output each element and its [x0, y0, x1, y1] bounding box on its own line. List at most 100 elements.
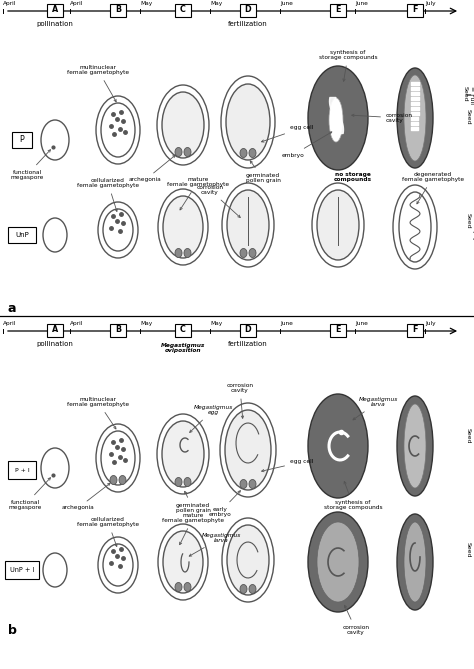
Bar [47, 324, 63, 337]
Text: mature
female gametophyte: mature female gametophyte [162, 512, 224, 545]
Text: pollination: pollination [36, 21, 73, 27]
Bar [240, 4, 256, 17]
Ellipse shape [226, 84, 270, 160]
Text: mature
female gametophyte: mature female gametophyte [167, 177, 229, 210]
Text: fertilization: fertilization [228, 21, 268, 27]
Bar [407, 324, 423, 337]
Ellipse shape [404, 75, 426, 161]
Text: cellularized
female gametophyte: cellularized female gametophyte [77, 516, 139, 547]
Ellipse shape [162, 421, 204, 487]
Text: A: A [52, 5, 58, 15]
Bar [330, 4, 346, 17]
Text: fertilization: fertilization [228, 341, 268, 347]
Text: egg cell: egg cell [262, 460, 313, 472]
Text: April: April [70, 321, 83, 326]
Text: archegonia: archegonia [128, 155, 175, 183]
Ellipse shape [240, 248, 247, 258]
Text: embryo: embryo [282, 132, 332, 157]
Text: D: D [245, 326, 251, 334]
Text: C: C [180, 326, 186, 334]
Bar [407, 4, 423, 17]
Bar [175, 4, 191, 17]
Text: B: B [115, 5, 121, 15]
Ellipse shape [41, 448, 69, 488]
Ellipse shape [184, 147, 191, 157]
Text: no storage
compounds: no storage compounds [334, 172, 372, 183]
Text: Megastigmus
egg: Megastigmus egg [190, 405, 233, 432]
Text: UnP: UnP [15, 232, 29, 238]
Ellipse shape [103, 209, 133, 251]
Text: D: D [245, 5, 251, 15]
Ellipse shape [308, 66, 368, 170]
Text: April: April [70, 1, 83, 6]
Text: = Parasitized
Seed: = Parasitized Seed [466, 427, 474, 468]
Ellipse shape [397, 396, 433, 496]
Text: functional
megaspore: functional megaspore [9, 478, 50, 510]
Text: cellularized
female gametophyte: cellularized female gametophyte [77, 177, 139, 211]
Text: June: June [280, 1, 293, 6]
Text: April: April [3, 1, 17, 6]
Text: June: June [355, 321, 368, 326]
Text: = Full Seed: = Full Seed [466, 92, 474, 98]
Ellipse shape [175, 478, 182, 486]
Text: Megastigmus
oviposition: Megastigmus oviposition [161, 343, 205, 353]
Ellipse shape [404, 404, 426, 488]
Ellipse shape [184, 478, 191, 486]
Text: July: July [425, 1, 436, 6]
Ellipse shape [220, 403, 276, 497]
Ellipse shape [158, 524, 208, 600]
Text: degenerated
female gametophyte: degenerated female gametophyte [402, 172, 464, 204]
Ellipse shape [158, 189, 208, 265]
Ellipse shape [227, 190, 269, 260]
Ellipse shape [222, 518, 274, 602]
Ellipse shape [163, 196, 203, 258]
Ellipse shape [157, 414, 209, 494]
Text: UnP + I: UnP + I [10, 567, 34, 573]
Bar [110, 324, 126, 337]
Text: corrosion
cavity: corrosion cavity [227, 383, 254, 418]
Text: May: May [210, 321, 222, 326]
Ellipse shape [317, 522, 359, 602]
Text: June: June [355, 1, 368, 6]
Text: P + I: P + I [15, 468, 29, 472]
Text: multinuclear
female gametophyte: multinuclear female gametophyte [67, 65, 129, 102]
Text: E: E [335, 5, 341, 15]
Ellipse shape [249, 248, 256, 258]
Text: corrosion
cavity: corrosion cavity [197, 185, 240, 217]
Text: archegonia: archegonia [62, 483, 110, 510]
Ellipse shape [240, 480, 247, 488]
Text: May: May [140, 1, 152, 6]
Text: b: b [8, 624, 17, 636]
Ellipse shape [175, 583, 182, 591]
Ellipse shape [43, 218, 67, 252]
Bar [8, 461, 36, 479]
Text: Megastigmus
larva: Megastigmus larva [189, 533, 241, 556]
Text: = Full
Seed: = Full Seed [463, 86, 474, 104]
Ellipse shape [96, 96, 140, 164]
Ellipse shape [184, 583, 191, 591]
Ellipse shape [249, 149, 256, 157]
Ellipse shape [184, 248, 191, 258]
Text: functional
megaspore: functional megaspore [10, 150, 50, 181]
Text: = Empty
Seed: = Empty Seed [466, 213, 474, 241]
Ellipse shape [308, 512, 368, 612]
Text: germinated
pollen grain: germinated pollen grain [175, 491, 210, 513]
Ellipse shape [101, 103, 135, 157]
Ellipse shape [110, 476, 117, 484]
Ellipse shape [227, 525, 269, 595]
Bar [330, 324, 346, 337]
Ellipse shape [249, 480, 256, 488]
Text: synthesis of
storage compounds: synthesis of storage compounds [324, 482, 383, 510]
Bar [8, 227, 36, 243]
Text: = Parasitized
Seed: = Parasitized Seed [466, 542, 474, 583]
Ellipse shape [249, 585, 256, 593]
Ellipse shape [175, 147, 182, 157]
Text: May: May [140, 321, 152, 326]
Text: E: E [335, 326, 341, 334]
Text: corrosion
cavity: corrosion cavity [343, 605, 370, 636]
Text: pollination: pollination [36, 341, 73, 347]
Text: synthesis of
storage compounds: synthesis of storage compounds [319, 50, 377, 82]
Text: egg cell: egg cell [262, 126, 313, 142]
Text: multinuclear
female gametophyte: multinuclear female gametophyte [67, 397, 129, 429]
Ellipse shape [308, 394, 368, 498]
